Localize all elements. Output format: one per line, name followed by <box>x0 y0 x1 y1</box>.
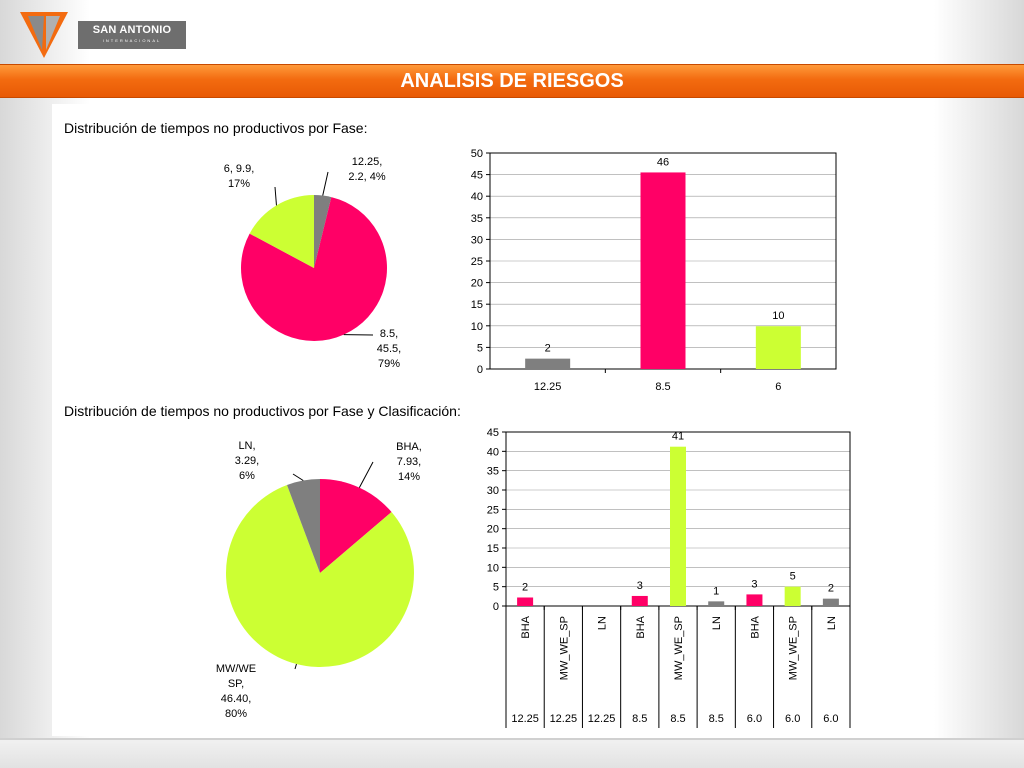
x-category-label: LN <box>826 616 838 630</box>
pie-data-label: LN, 3.29, 6% <box>235 440 259 482</box>
footer-band <box>0 738 1024 768</box>
x-group-label: 8.5 <box>632 713 647 725</box>
y-tick-label: 50 <box>471 148 483 160</box>
pie-slice <box>314 195 332 268</box>
bar-chart-phase: 0 5 10 15 20 25 30 35 40 45 50 2 46 10 12.25 8.5 6 <box>471 148 837 393</box>
y-tick-label: 30 <box>471 234 483 246</box>
footer-line <box>0 738 1024 740</box>
x-category-label: 12.25 <box>534 381 562 393</box>
y-tick-label: 0 <box>477 364 483 376</box>
bar <box>708 601 725 606</box>
pie-slice <box>320 479 392 573</box>
y-tick-label: 20 <box>487 524 499 536</box>
x-category-label: BHA <box>635 615 647 638</box>
y-tick-label: 30 <box>487 485 499 497</box>
y-tick-label: 20 <box>471 278 483 290</box>
y-tick-label: 40 <box>471 191 483 203</box>
x-group-label: 6.0 <box>823 713 838 725</box>
x-category-label: MW_WE_SP <box>673 616 685 680</box>
y-tick-label: 15 <box>487 543 499 555</box>
section-title-phase: Distribución de tiempos no productivos p… <box>64 120 368 136</box>
pie-leader-line <box>322 171 329 196</box>
y-tick-label: 0 <box>493 601 499 613</box>
bar <box>631 595 648 606</box>
x-group-label: 12.25 <box>588 713 616 725</box>
company-logo: SAN ANTONIO INTERNACIONAL <box>20 10 186 60</box>
pie-chart-phase: 12.25, 2.2, 4% 8.5, 45.5, 79% 6, 9.9, 17% <box>224 156 402 370</box>
pie-slice <box>241 197 387 341</box>
bar <box>784 586 801 606</box>
x-category-label: LN <box>711 616 723 630</box>
pie-slice <box>225 484 414 667</box>
bar-data-label: 46 <box>657 156 669 168</box>
section-title-phase-classification: Distribución de tiempos no productivos p… <box>64 403 461 419</box>
x-group-label: 8.5 <box>709 713 724 725</box>
pie-data-label: 12.25, 2.2, 4% <box>348 156 386 183</box>
bar <box>640 172 686 369</box>
y-tick-label: 35 <box>487 466 499 478</box>
y-tick-label: 25 <box>487 504 499 516</box>
y-tick-label: 10 <box>471 321 483 333</box>
logo-plate: SAN ANTONIO INTERNACIONAL <box>78 21 186 49</box>
bar <box>670 446 686 606</box>
x-category-label: 8.5 <box>655 381 670 393</box>
bar <box>755 326 801 369</box>
x-group-label: 6.0 <box>747 713 762 725</box>
x-group-label: 12.25 <box>550 713 578 725</box>
y-tick-label: 45 <box>471 170 483 182</box>
title-band: ANALISIS DE RIESGOS <box>0 64 1024 98</box>
y-tick-label: 5 <box>477 342 483 354</box>
y-tick-label: 35 <box>471 213 483 225</box>
pie-chart-phase-classification: BHA, 7.93, 14% MW/WE SP, 46.40, 80% LN, 3.29, 6% <box>216 440 422 720</box>
page-title: ANALISIS DE RIESGOS <box>400 70 624 92</box>
y-tick-label: 10 <box>487 562 499 574</box>
bar <box>746 594 763 606</box>
bar <box>822 598 839 606</box>
y-tick-label: 25 <box>471 256 483 268</box>
x-category-label: BHA <box>520 615 532 638</box>
x-group-label: 6.0 <box>785 713 800 725</box>
pie-leader-line <box>274 186 277 206</box>
x-group-label: 8.5 <box>670 713 685 725</box>
bar-data-label: 1 <box>713 585 719 597</box>
y-tick-label: 5 <box>493 582 499 594</box>
bar-data-label: 10 <box>772 310 784 322</box>
bar-data-label: 2 <box>522 581 528 593</box>
x-category-label: MW_WE_SP <box>558 616 570 680</box>
bar-data-label: 2 <box>545 343 551 355</box>
x-group-label: 12.25 <box>511 713 539 725</box>
y-tick-label: 15 <box>471 299 483 311</box>
x-category-label: BHA <box>749 615 761 638</box>
brand-name: SAN ANTONIO <box>92 24 172 36</box>
pie-leader-line <box>292 473 304 481</box>
pie-leader-line <box>358 461 374 488</box>
x-category-label: 6 <box>775 381 781 393</box>
pie-leader-line <box>294 663 297 670</box>
y-tick-label: 40 <box>487 446 499 458</box>
bar-data-label: 3 <box>637 580 643 592</box>
logo-mark-icon <box>20 12 68 58</box>
pie-data-label: MW/WE SP, 46.40, 80% <box>216 663 256 720</box>
brand-tagline: INTERNACIONAL <box>102 38 162 43</box>
bar-data-label: 3 <box>751 578 757 590</box>
content-panel <box>52 104 932 736</box>
pie-data-label: 8.5, 45.5, 79% <box>377 328 401 370</box>
bar-data-label: 41 <box>672 431 684 443</box>
x-category-label: LN <box>597 616 609 630</box>
x-category-label: MW_WE_SP <box>788 616 800 680</box>
bar-data-label: 5 <box>790 571 796 583</box>
bar <box>525 358 571 369</box>
pie-slice <box>249 195 314 268</box>
pie-slice <box>286 479 320 573</box>
bar <box>517 597 534 606</box>
pie-data-label: 6, 9.9, 17% <box>224 163 255 190</box>
y-tick-label: 45 <box>487 427 499 439</box>
pie-data-label: BHA, 7.93, 14% <box>396 441 422 483</box>
bar-data-label: 2 <box>828 583 834 595</box>
